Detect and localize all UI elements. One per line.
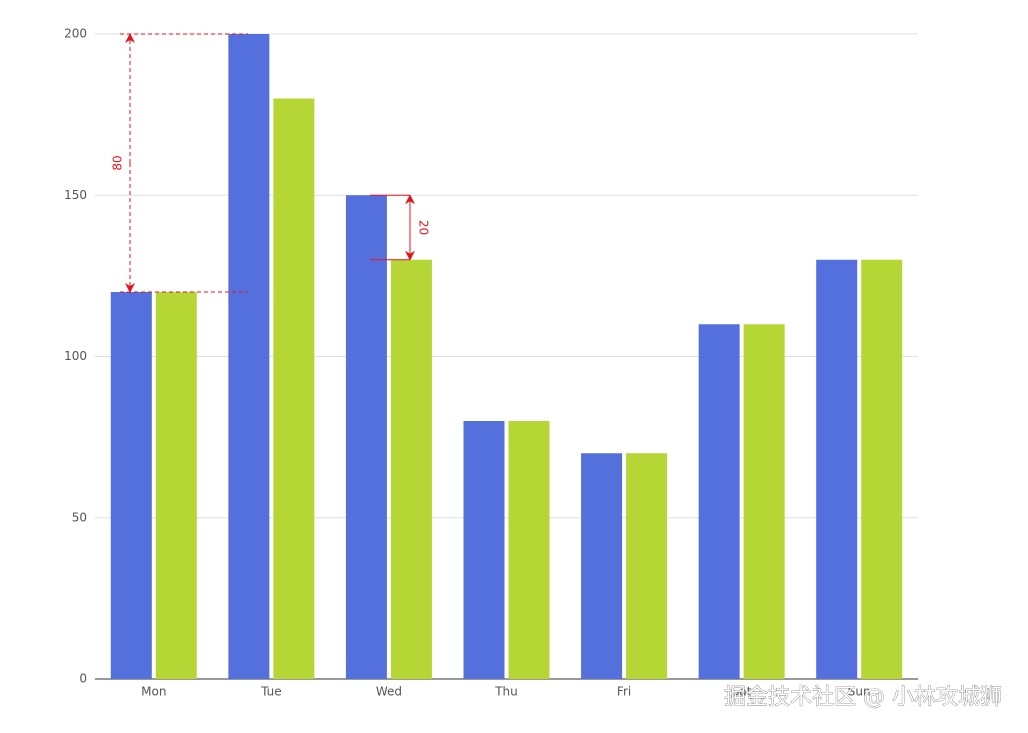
- bar: [581, 453, 623, 679]
- bar: [463, 421, 505, 679]
- bar: [390, 259, 432, 679]
- annotation-label: 80: [111, 155, 125, 170]
- x-tick-label: Sun: [848, 685, 871, 699]
- annotation-label: 20: [417, 220, 431, 235]
- bar: [816, 259, 858, 679]
- bar: [698, 324, 740, 679]
- bar: [155, 292, 197, 679]
- x-tick-label: Thu: [494, 685, 518, 699]
- bar: [273, 98, 315, 679]
- x-tick-label: Mon: [141, 685, 166, 699]
- watermark: 掘金技术社区 @ 小林攻城狮: [724, 685, 1002, 710]
- bar: [743, 324, 785, 679]
- bar: [110, 292, 152, 679]
- bar: [228, 34, 270, 679]
- y-tick-label: 0: [79, 672, 87, 686]
- bar: [861, 259, 903, 679]
- x-tick-label: Wed: [376, 685, 402, 699]
- bar: [626, 453, 668, 679]
- x-tick-label: Sat: [732, 685, 752, 699]
- y-tick-label: 150: [64, 188, 87, 202]
- x-tick-label: Tue: [260, 685, 282, 699]
- bar: [345, 195, 387, 679]
- x-tick-label: Fri: [617, 685, 631, 699]
- y-tick-label: 200: [64, 27, 87, 41]
- y-tick-label: 50: [72, 510, 87, 524]
- bar: [508, 421, 550, 679]
- y-tick-label: 100: [64, 349, 87, 363]
